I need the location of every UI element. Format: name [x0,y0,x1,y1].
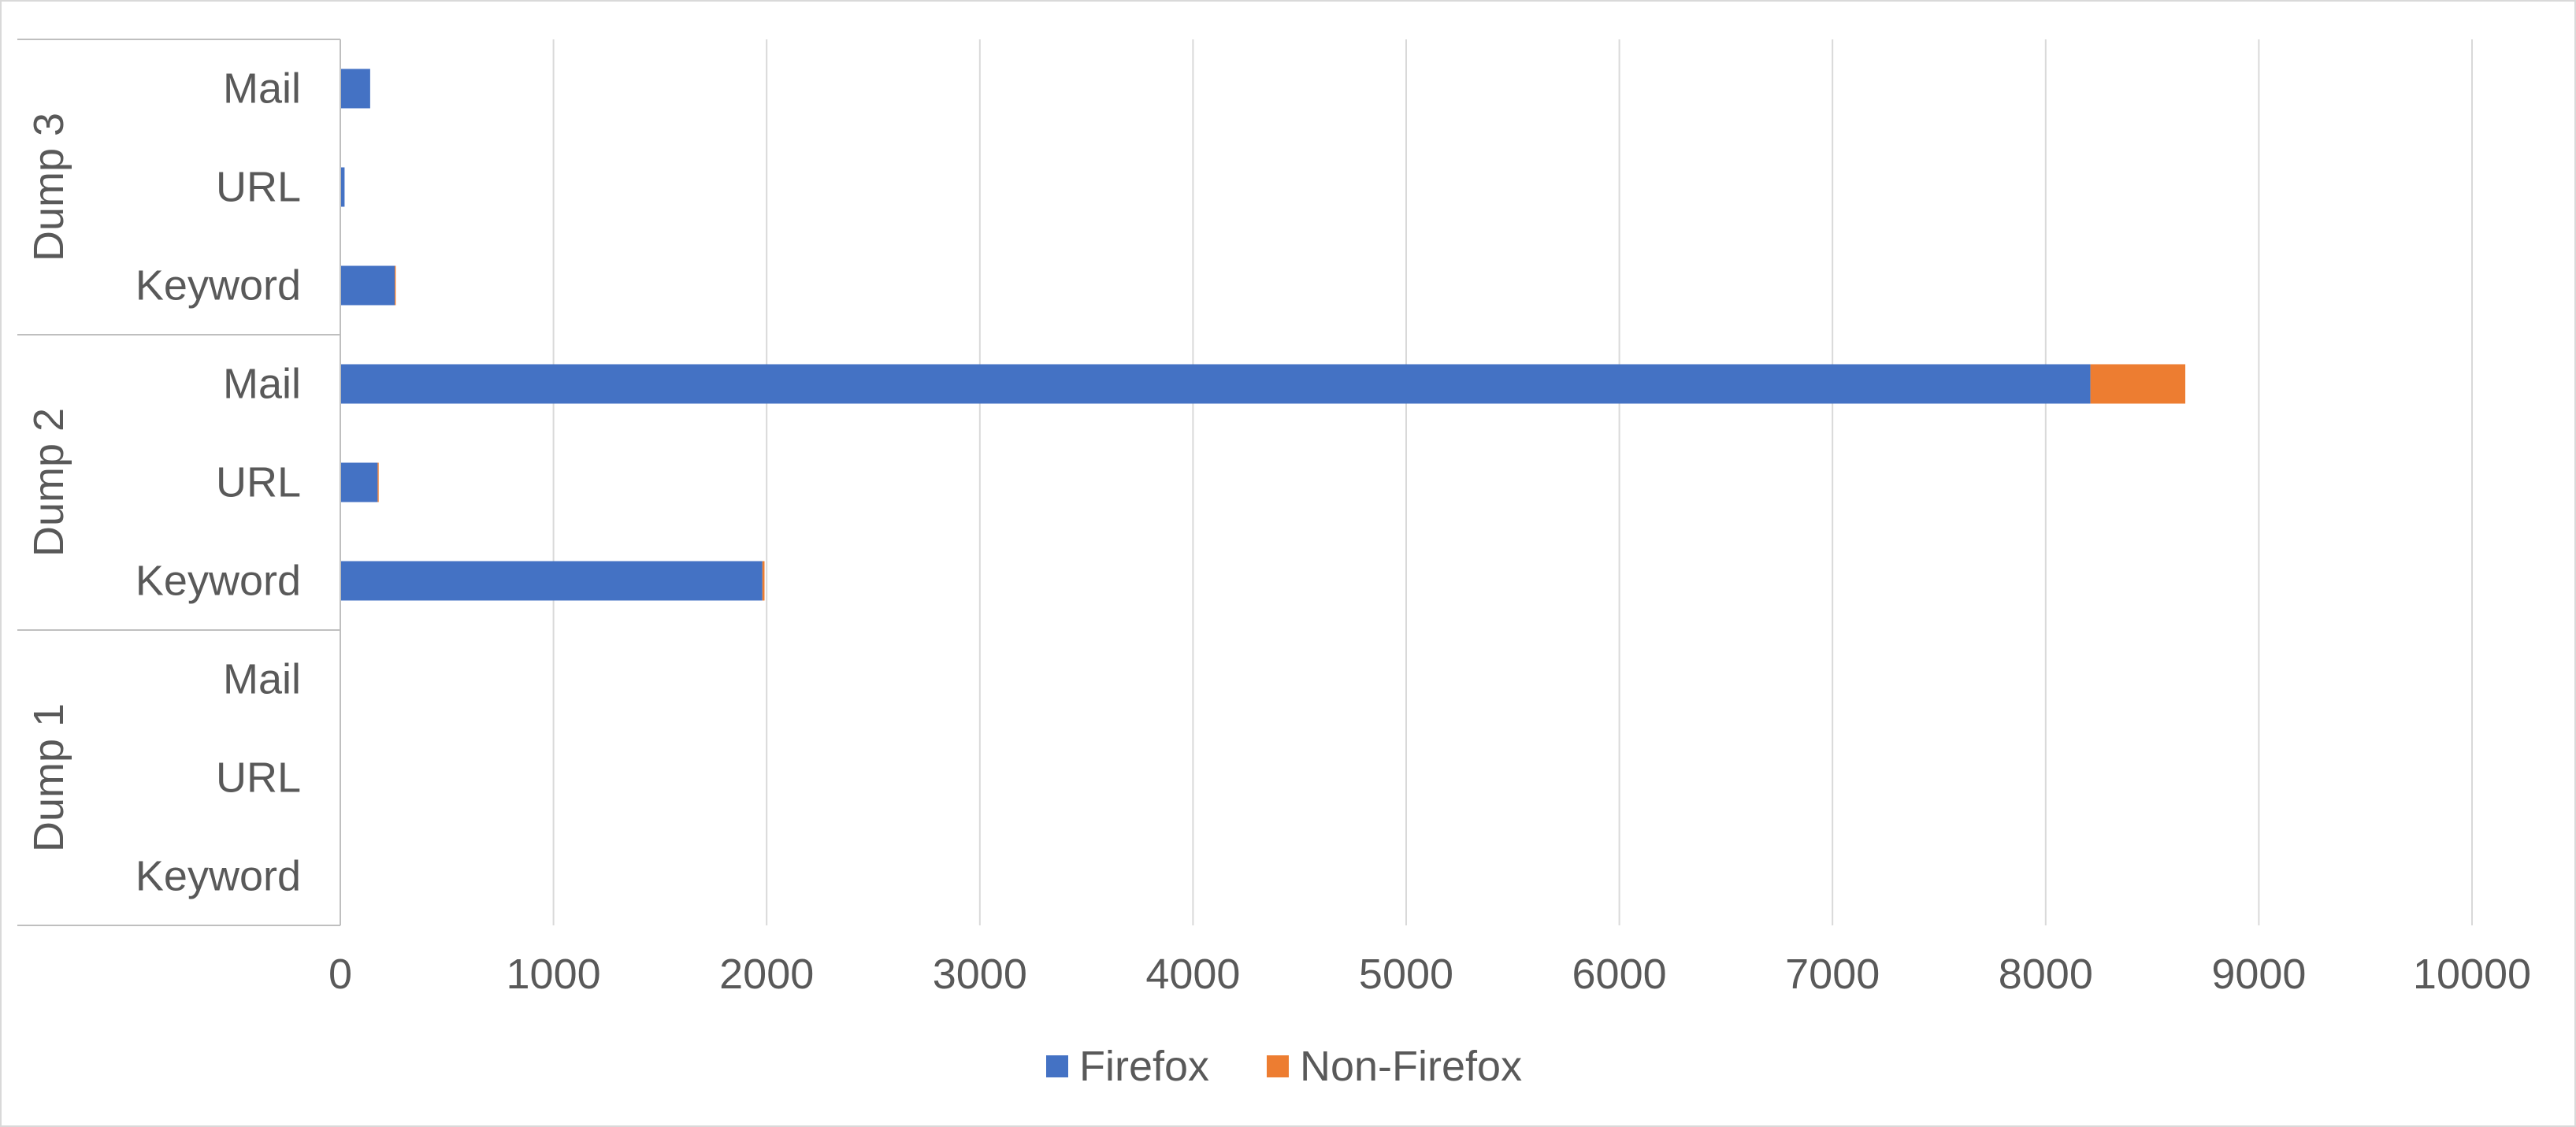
legend-label-firefox: Firefox [1079,1043,1209,1090]
x-tick-label: 1000 [507,951,601,998]
bar-firefox-dump-2-mail [340,364,2091,404]
x-tick-label: 6000 [1572,951,1667,998]
bar-firefox-dump-3-mail [340,69,370,109]
bar-firefox-dump-3-keyword [340,265,395,306]
category-label-keyword: Keyword [135,262,301,310]
category-label-url: URL [216,459,301,506]
group-label-dump-2: Dump 2 [25,408,72,557]
bar-non-firefox-dump-2-url [377,462,379,502]
x-tick-label: 7000 [1785,951,1880,998]
bars [340,69,2186,601]
legend: Firefox Non-Firefox [1046,1043,1522,1090]
category-label-mail: Mail [223,65,301,113]
category-label-keyword: Keyword [135,558,301,605]
legend-swatch-non-firefox [1267,1055,1289,1077]
category-label-mail: Mail [223,361,301,408]
x-tick-label: 0 [328,951,352,998]
bar-firefox-dump-2-url [340,462,378,502]
x-tick-label: 10000 [2413,951,2531,998]
legend-label-non-firefox: Non-Firefox [1300,1043,1522,1090]
category-label-url: URL [216,164,301,211]
bar-firefox-dump-3-url [340,167,345,207]
x-tick-label: 3000 [933,951,1027,998]
x-tick-label: 8000 [1999,951,2093,998]
x-tick-label: 9000 [2211,951,2306,998]
group-label-dump-3: Dump 3 [25,113,72,261]
x-tick-label: 2000 [719,951,814,998]
category-axis: Dump 3 Dump 2 Dump 1 Mail URL Keyword Mail URL K… [17,39,341,926]
bar-non-firefox-dump-2-keyword [762,561,765,601]
category-label-keyword: Keyword [135,853,301,900]
category-label-mail: Mail [223,656,301,703]
x-tick-label: 5000 [1359,951,1453,998]
bar-firefox-dump-2-keyword [340,561,763,601]
category-label-url: URL [216,754,301,802]
gridlines [552,39,2473,925]
x-tick-label: 4000 [1145,951,1240,998]
x-axis-ticks: 0 1000 2000 3000 4000 5000 6000 7000 8000 9000 100… [328,951,2531,998]
legend-swatch-firefox [1046,1055,1068,1077]
group-label-dump-1: Dump 1 [25,703,72,852]
bar-non-firefox-dump-2-mail [2090,364,2186,404]
